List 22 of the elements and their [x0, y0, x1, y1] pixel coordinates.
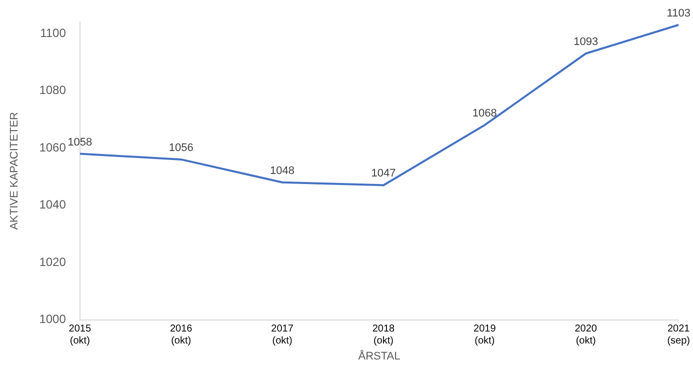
data-label: 1056: [168, 142, 194, 154]
data-label: 1047: [371, 168, 396, 180]
data-label: 1068: [472, 108, 497, 120]
y-tick-label: 1080: [39, 83, 66, 98]
y-tick-label: 1020: [39, 254, 66, 269]
x-tick-label: 2017 (okt): [271, 324, 294, 347]
x-axis-title: ÅRSTAL: [358, 349, 400, 362]
data-label: 1103: [666, 7, 690, 20]
y-axis-title: AKTIVE KAPACITETER: [8, 112, 21, 230]
x-tick-label: 2018 (okt): [372, 324, 396, 347]
data-label: 1048: [270, 164, 295, 177]
y-tick-label: 1040: [39, 198, 66, 212]
x-tick-label: 2020 (okt): [574, 324, 598, 347]
y-tick-label: 1100: [40, 26, 66, 40]
data-label: 1058: [68, 136, 92, 148]
x-tick-label: 2016 (okt): [170, 324, 193, 347]
x-tick-label: 2021 (sep): [667, 324, 690, 347]
x-tick-label: 2019 (okt): [474, 324, 496, 347]
data-label: 1093: [574, 36, 598, 48]
y-tick-label: 1000: [39, 312, 66, 326]
y-tick-label: 1060: [39, 140, 66, 154]
x-tick-label: 2015 (okt): [68, 324, 92, 347]
